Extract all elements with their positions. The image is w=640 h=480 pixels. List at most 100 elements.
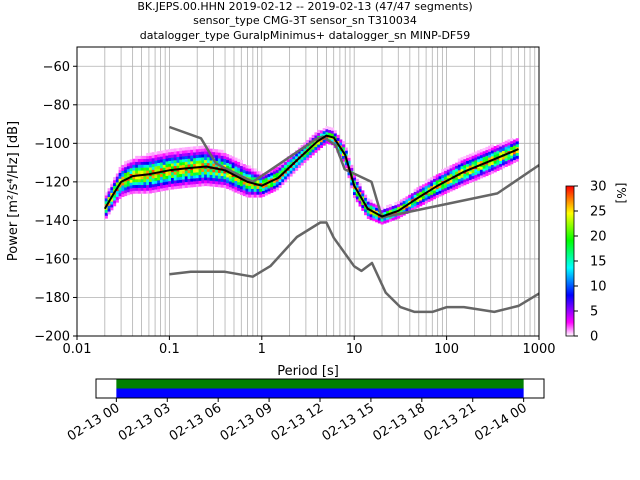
curve-mode bbox=[103, 134, 519, 218]
heatmap-cell bbox=[154, 177, 158, 181]
heatmap-cell bbox=[151, 157, 155, 162]
heatmap-cell bbox=[474, 177, 478, 181]
heatmap-cell bbox=[339, 139, 343, 143]
heatmap-cell bbox=[466, 154, 470, 159]
heatmap-cell bbox=[212, 169, 216, 173]
heatmap-cell bbox=[284, 167, 288, 171]
heatmap-cell bbox=[209, 171, 213, 175]
heatmap-cell bbox=[223, 161, 227, 165]
heatmap-cell bbox=[228, 175, 232, 179]
heatmap-cell bbox=[187, 170, 191, 174]
heatmap-cell bbox=[198, 160, 202, 164]
heatmap-cell bbox=[311, 152, 315, 156]
heatmap-cell bbox=[319, 130, 323, 134]
heatmap-cell bbox=[424, 182, 428, 187]
heatmap-cell bbox=[460, 180, 464, 184]
heatmap-cell bbox=[314, 143, 318, 148]
heatmap-cell bbox=[201, 180, 205, 184]
heatmap-cell bbox=[275, 181, 279, 185]
heatmap-cell bbox=[217, 184, 221, 188]
heatmap-cell bbox=[165, 187, 169, 191]
heatmap-cell bbox=[201, 177, 205, 181]
heatmap-cell bbox=[460, 174, 464, 178]
heatmap-cell bbox=[204, 148, 208, 152]
heatmap-cell bbox=[284, 164, 288, 168]
heatmap-cell bbox=[433, 178, 437, 182]
heatmap-cell bbox=[198, 174, 202, 178]
heatmap-cell bbox=[466, 166, 470, 170]
heatmap-cell bbox=[223, 178, 227, 183]
heatmap-cell bbox=[110, 181, 114, 185]
heatmap-cell bbox=[264, 192, 268, 196]
heatmap-cell bbox=[435, 177, 439, 181]
heatmap-cell bbox=[394, 207, 398, 211]
heatmap-cell bbox=[151, 152, 155, 156]
heatmap-cell bbox=[173, 165, 177, 169]
heatmap-cell bbox=[347, 172, 351, 176]
heatmap-cell bbox=[228, 178, 232, 182]
heatmap-cell bbox=[386, 207, 390, 212]
heatmap-cell bbox=[173, 151, 177, 155]
heatmap-cell bbox=[121, 176, 125, 180]
heatmap-cell bbox=[421, 184, 426, 188]
heatmap-cell bbox=[176, 148, 180, 152]
heatmap-cell bbox=[399, 205, 403, 209]
heatmap-cell bbox=[121, 167, 125, 172]
heatmap-cell bbox=[328, 129, 332, 133]
heatmap-cell bbox=[187, 178, 191, 182]
heatmap-cell bbox=[380, 218, 384, 222]
heatmap-cell bbox=[253, 177, 257, 181]
heatmap-cell bbox=[124, 187, 128, 191]
heatmap-cell bbox=[187, 149, 191, 153]
timeline-tick-label: 02-13 12 bbox=[269, 401, 327, 445]
heatmap-cell bbox=[482, 150, 486, 155]
heatmap-cell bbox=[159, 179, 164, 183]
x-tick-label: 0.1 bbox=[159, 342, 180, 357]
heatmap-cell bbox=[220, 184, 224, 188]
heatmap-cell bbox=[446, 175, 450, 179]
heatmap-cell bbox=[110, 204, 114, 208]
heatmap-cell bbox=[493, 148, 497, 153]
heatmap-cell bbox=[154, 154, 158, 158]
heatmap-cell bbox=[479, 166, 483, 170]
heatmap-cell bbox=[347, 174, 351, 179]
heatmap-cell bbox=[215, 172, 219, 176]
heatmap-cell bbox=[159, 156, 164, 160]
heatmap-cell bbox=[284, 173, 288, 177]
heatmap-cell bbox=[504, 146, 508, 150]
heatmap-cell bbox=[341, 144, 346, 148]
heatmap-cell bbox=[474, 151, 478, 155]
heatmap-cell bbox=[157, 185, 161, 190]
heatmap-cell bbox=[245, 188, 249, 192]
heatmap-cell bbox=[242, 190, 246, 194]
heatmap-cell bbox=[135, 187, 139, 191]
heatmap-cell bbox=[416, 198, 420, 202]
heatmap-cell bbox=[239, 159, 244, 164]
heatmap-cell bbox=[209, 180, 213, 184]
heatmap-cell bbox=[237, 170, 241, 174]
heatmap-cell bbox=[215, 180, 219, 185]
heatmap-cell bbox=[234, 183, 238, 187]
heatmap-cell bbox=[237, 164, 241, 168]
heatmap-cell bbox=[171, 166, 175, 170]
heatmap-cell bbox=[157, 165, 161, 169]
heatmap-cell bbox=[410, 193, 415, 197]
heatmap-cell bbox=[441, 174, 445, 178]
heatmap-cell bbox=[295, 164, 299, 168]
heatmap-cell bbox=[262, 179, 266, 183]
heatmap-cell bbox=[256, 188, 260, 192]
heatmap-cell bbox=[488, 163, 492, 167]
heatmap-cell bbox=[353, 180, 357, 184]
heatmap-cell bbox=[228, 163, 232, 168]
heatmap-cell bbox=[187, 164, 191, 168]
heatmap-cell bbox=[507, 145, 511, 149]
heatmap-cell bbox=[457, 178, 461, 182]
heatmap-cell bbox=[457, 167, 461, 171]
heatmap-cell bbox=[201, 148, 205, 152]
heatmap-cell bbox=[273, 188, 277, 192]
heatmap-cell bbox=[157, 162, 161, 166]
heatmap-cell bbox=[435, 174, 439, 178]
heatmap-cell bbox=[466, 178, 470, 182]
heatmap-cell bbox=[126, 183, 130, 187]
heatmap-cell bbox=[176, 165, 180, 169]
